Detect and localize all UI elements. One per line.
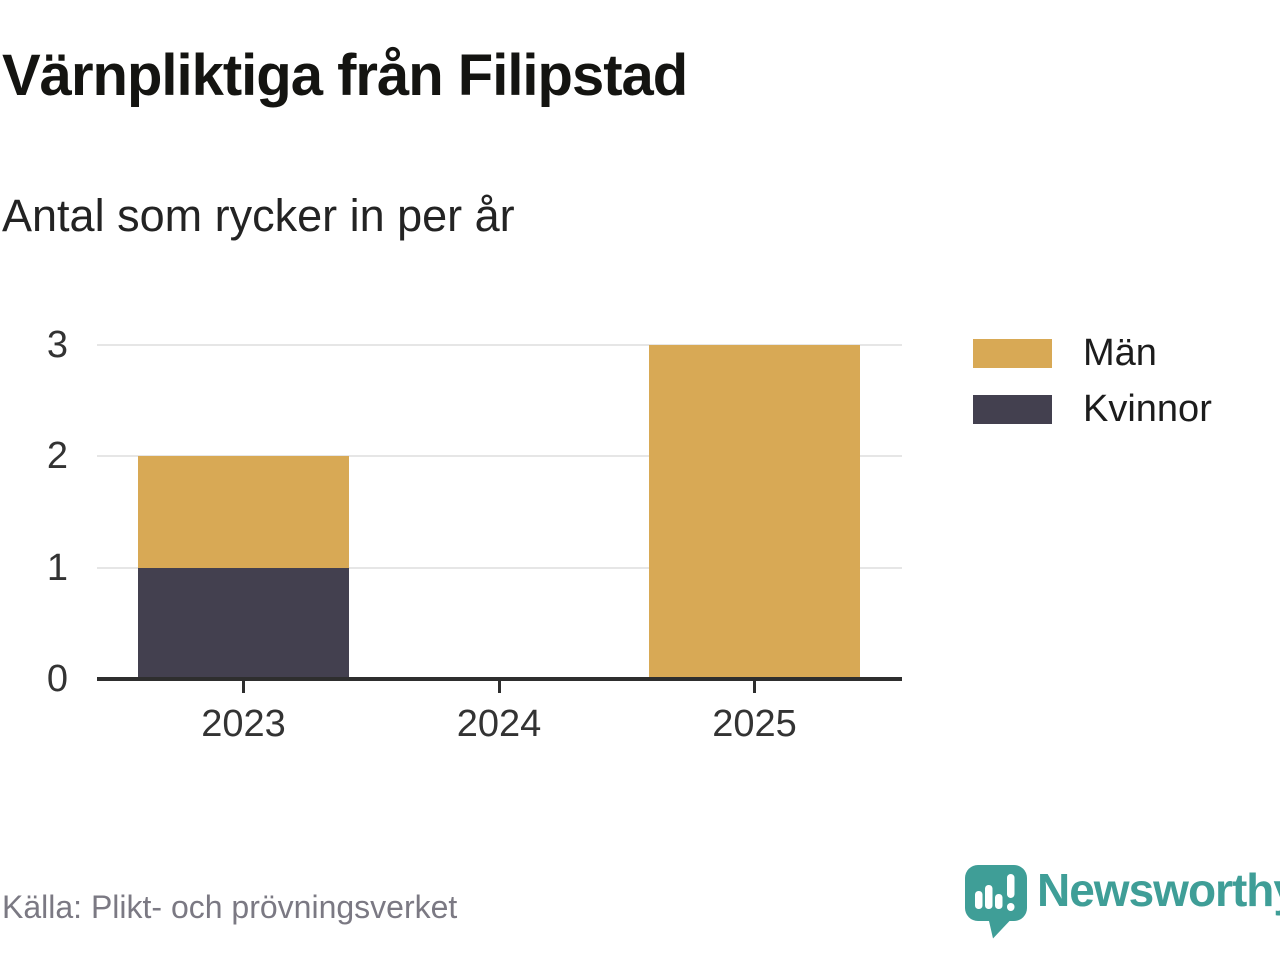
legend-label-kvinnor: Kvinnor xyxy=(1083,388,1212,430)
x-axis-line xyxy=(97,677,902,681)
legend-swatch-kvinnor xyxy=(973,395,1052,424)
newsworthy-logo-icon xyxy=(965,865,1027,939)
gridline-3 xyxy=(97,344,902,346)
x-tick-2023 xyxy=(242,681,245,693)
legend-swatch-man xyxy=(973,339,1052,368)
y-axis-label-3: 3 xyxy=(46,324,68,366)
chart-title: Värnpliktiga från Filipstad xyxy=(2,43,688,108)
gridline-2 xyxy=(97,455,902,458)
bar-segment-män-2023 xyxy=(138,456,349,568)
bar-segment-kvinnor-2023 xyxy=(138,567,349,679)
y-axis-label-1: 1 xyxy=(46,546,68,589)
brand-name: Newsworthy xyxy=(1037,864,1280,916)
legend-item-kvinnor: Kvinnor xyxy=(973,388,1212,430)
legend-item-man: Män xyxy=(973,332,1157,374)
brand-logo: Newsworthy xyxy=(963,861,1280,951)
chart-subtitle: Antal som rycker in per år xyxy=(2,190,515,241)
gridline-1 xyxy=(97,566,902,569)
y-axis-label-2: 2 xyxy=(46,435,68,478)
y-axis-label-0: 0 xyxy=(46,658,68,700)
x-tick-2025 xyxy=(753,681,756,693)
x-axis-label-2024: 2024 xyxy=(456,703,542,745)
source-note: Källa: Plikt- och prövningsverket xyxy=(2,889,458,925)
x-axis-label-2023: 2023 xyxy=(201,703,286,745)
x-tick-2024 xyxy=(497,681,501,693)
bar-segment-män-2025 xyxy=(649,345,860,679)
legend-label-man: Män xyxy=(1083,332,1157,374)
x-axis-label-2025: 2025 xyxy=(712,703,797,745)
